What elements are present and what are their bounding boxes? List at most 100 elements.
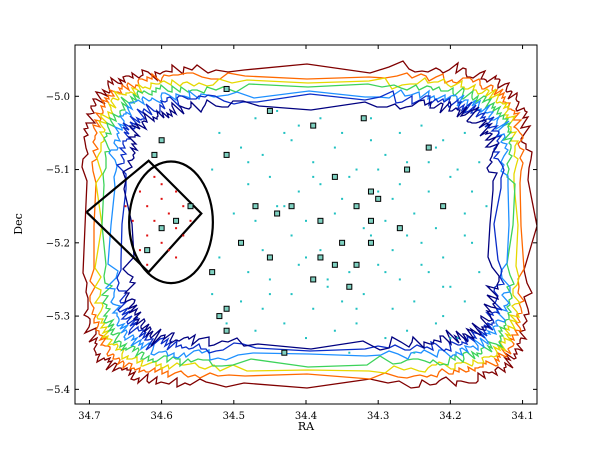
square-marker [404, 166, 411, 173]
cyan-point [442, 315, 445, 318]
red-point [182, 205, 185, 208]
plot-area [81, 60, 537, 389]
cyan-point [305, 337, 307, 340]
square-marker [367, 188, 374, 195]
cyan-point [420, 124, 423, 127]
cyan-point [218, 256, 221, 259]
square-marker [209, 269, 216, 276]
square-marker [310, 122, 317, 129]
contour-level-6 [115, 90, 506, 354]
cyan-point [413, 212, 416, 215]
red-point [138, 190, 141, 193]
cyan-point [305, 219, 307, 222]
cyan-point [434, 227, 437, 230]
cyan-point [218, 131, 221, 134]
red-point [182, 234, 185, 237]
cyan-point [312, 161, 315, 164]
cyan-point [463, 212, 466, 215]
square-marker [158, 137, 165, 144]
cyan-point [283, 322, 286, 325]
cyan-point [369, 117, 372, 120]
cyan-point [254, 329, 257, 332]
square-marker [360, 115, 367, 122]
square-marker [317, 254, 324, 261]
cyan-point [413, 351, 416, 354]
cyan-point [211, 293, 214, 296]
square-marker [187, 203, 194, 210]
cyan-point [254, 219, 257, 222]
cyan-point [471, 241, 474, 244]
cyan-point [391, 249, 394, 252]
cyan-point [283, 205, 286, 208]
cyan-point [449, 285, 452, 288]
red-point [167, 249, 170, 252]
cyan-point [240, 146, 243, 149]
cyan-point [427, 271, 430, 274]
square-marker [151, 151, 158, 158]
red-point [146, 205, 149, 208]
cyan-point [456, 337, 459, 340]
red-point [175, 256, 178, 259]
cyan-point [268, 278, 271, 281]
cyan-point [232, 212, 235, 215]
cyan-point [463, 131, 466, 134]
y-tick-label: −5.4 [46, 385, 70, 396]
cyan-point [283, 131, 286, 134]
square-marker [310, 276, 317, 283]
axis-ticks: 34.7 34.6 34.5 34.4 34.3 34.2 34.1 −5.0 −5.1 −5.2… [46, 45, 537, 422]
red-point [124, 205, 127, 208]
square-marker [375, 195, 382, 202]
cyan-point [463, 300, 466, 303]
cyan-point [290, 234, 293, 237]
square-marker [339, 239, 346, 246]
square-marker [252, 203, 259, 210]
red-point [175, 190, 178, 193]
cyan-point [348, 351, 351, 354]
cyan-point [377, 168, 380, 171]
cyan-point [211, 168, 214, 171]
x-tick-label: 34.1 [511, 411, 533, 422]
red-point [175, 227, 178, 230]
cyan-point [384, 219, 387, 222]
y-tick-label: −5.1 [46, 165, 70, 176]
red-point [160, 197, 163, 200]
cyan-point [261, 153, 264, 156]
red-point [160, 183, 163, 186]
cyan-point [471, 190, 474, 193]
y-tick-label: −5.0 [46, 92, 70, 103]
square-marker [274, 210, 281, 217]
red-point [146, 263, 149, 266]
cyan-point [326, 285, 329, 288]
cyan-point [384, 337, 387, 340]
red-point [153, 175, 156, 178]
cyan-point [362, 293, 365, 296]
y-axis-label: Dec [12, 213, 25, 235]
square-marker [425, 144, 432, 151]
cyan-point [261, 249, 264, 252]
cyan-point [333, 329, 336, 332]
cyan-point [297, 263, 300, 266]
cyan-point [456, 168, 459, 171]
cyan-point [398, 131, 401, 134]
x-tick-label: 34.5 [223, 411, 245, 422]
square-marker [346, 283, 353, 290]
square-marker [331, 261, 338, 268]
x-axis-label: RA [298, 420, 315, 433]
cyan-point [225, 322, 228, 325]
square-marker [223, 327, 230, 334]
cyan-point [276, 205, 279, 208]
cyan-point [485, 205, 488, 208]
cyan-point [377, 263, 380, 266]
cyan-point [261, 307, 264, 310]
cyan-point [427, 161, 430, 164]
cyan-point [420, 263, 423, 266]
square-marker [238, 239, 245, 246]
x-tick-label: 34.6 [150, 411, 172, 422]
y-tick-label: −5.2 [46, 238, 70, 249]
contour-level-7 [122, 99, 500, 351]
x-tick-label: 34.7 [78, 411, 100, 422]
cyan-point [369, 234, 372, 237]
cyan-point [384, 153, 387, 156]
cyan-point [341, 197, 344, 200]
